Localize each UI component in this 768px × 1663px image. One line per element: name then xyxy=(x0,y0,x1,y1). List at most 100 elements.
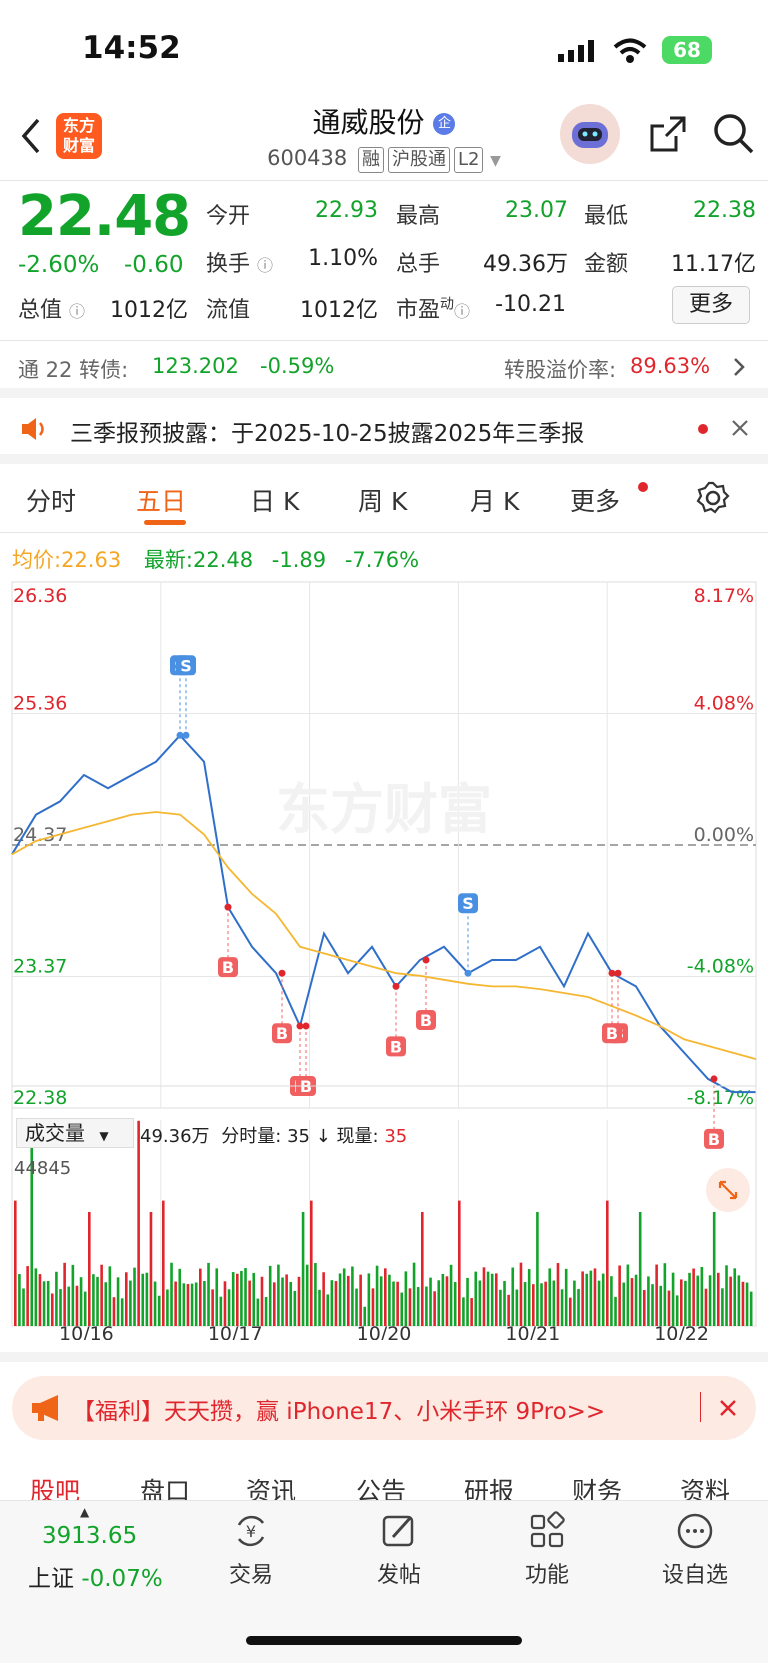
volume-bar xyxy=(433,1291,436,1326)
more-button[interactable]: 更多 xyxy=(672,286,750,324)
chevron-right-icon[interactable] xyxy=(732,356,746,382)
x-tick: 10/21 xyxy=(505,1323,560,1340)
volume-bar xyxy=(314,1263,317,1326)
marker-dot xyxy=(422,956,430,964)
x-tick: 10/22 xyxy=(654,1323,709,1340)
volume-bar xyxy=(375,1265,379,1326)
search-icon[interactable] xyxy=(712,112,756,160)
volume-bar xyxy=(708,1275,712,1326)
volume-bar xyxy=(240,1270,243,1326)
quote-divider xyxy=(0,340,768,341)
avg-label: 均价: xyxy=(12,548,62,572)
volume-bar xyxy=(79,1277,83,1326)
tab-weekly-k[interactable]: 周 K xyxy=(358,487,408,516)
volume-bar xyxy=(643,1290,646,1326)
robot-assistant-icon[interactable] xyxy=(560,104,620,164)
volume-bar xyxy=(71,1264,75,1326)
tab-daily-k[interactable]: 日 K xyxy=(250,487,300,516)
notice-text[interactable]: 三季报预披露：于2025-10-25披露2025年三季报 xyxy=(70,421,585,447)
high-label: 最高 xyxy=(396,204,441,229)
high-value: 23.07 xyxy=(505,198,568,223)
share-icon[interactable] xyxy=(648,114,688,158)
back-icon[interactable] xyxy=(20,116,42,160)
latest-label: 最新: xyxy=(143,548,193,572)
volume-summary: 49.36万 分时量: 35 ↓ 现量: 35 xyxy=(140,1122,407,1148)
volume-bar xyxy=(129,1280,132,1326)
volume-bar xyxy=(297,1276,301,1326)
turnover-label: 换手 ⓘ xyxy=(206,246,273,278)
close-icon[interactable] xyxy=(718,1398,738,1422)
volume-bar xyxy=(696,1275,700,1326)
buy-marker xyxy=(386,1036,406,1057)
index-row[interactable]: 上证 -0.07% xyxy=(28,1559,163,1593)
volume-bar xyxy=(495,1273,498,1326)
volume-bar xyxy=(540,1283,543,1326)
volume-bar xyxy=(104,1282,108,1326)
speaker-icon xyxy=(20,416,48,446)
close-icon[interactable] xyxy=(730,418,750,442)
volume-bar xyxy=(273,1282,276,1326)
settings-icon[interactable] xyxy=(696,481,730,519)
dock-trade-label: 交易 xyxy=(228,1563,273,1588)
tab-more-dot xyxy=(638,482,648,492)
header-divider xyxy=(0,180,768,181)
volume-bar xyxy=(692,1268,695,1326)
volume-bar xyxy=(153,1281,157,1326)
expand-icon[interactable] xyxy=(706,1168,750,1212)
volume-bar xyxy=(626,1264,630,1326)
pe-sup: 动 xyxy=(440,296,455,313)
chevron-down-icon: ▼ xyxy=(490,153,501,169)
dock-watchlist[interactable]: 设自选 xyxy=(640,1511,750,1589)
avg-value: 22.63 xyxy=(61,548,122,572)
volume-bar xyxy=(392,1281,395,1326)
volume-bar xyxy=(83,1291,87,1326)
buy-marker xyxy=(416,1009,436,1030)
volume-bar xyxy=(388,1274,391,1326)
dock-trade[interactable]: ¥ 交易 xyxy=(196,1511,306,1589)
volume-bar xyxy=(482,1267,486,1326)
volume-bar xyxy=(178,1268,182,1326)
dock-functions[interactable]: 功能 xyxy=(492,1511,602,1589)
volume-bar xyxy=(712,1212,716,1326)
pe-value: -10.21 xyxy=(495,292,566,317)
volume-bar xyxy=(564,1268,568,1326)
info-icon[interactable]: ⓘ xyxy=(69,302,86,321)
tab-more[interactable]: 更多 xyxy=(570,487,621,516)
volume-bar xyxy=(688,1272,691,1326)
index-value[interactable]: 3913.65 xyxy=(42,1523,138,1549)
now-volume: 35 xyxy=(384,1126,408,1147)
volume-bar xyxy=(268,1265,272,1326)
more-circle-icon xyxy=(677,1513,713,1549)
marker-dot xyxy=(608,969,616,977)
tabs-divider xyxy=(0,532,768,533)
volume-bar xyxy=(527,1269,531,1326)
volume-bar xyxy=(244,1268,247,1326)
wifi-icon xyxy=(613,38,647,68)
indicator-select[interactable]: 成交量 ▼ xyxy=(16,1118,134,1148)
stock-meta[interactable]: 600438 融沪股通 L2 ▼ xyxy=(0,146,768,173)
amount-label: 金额 xyxy=(584,252,629,277)
five-day-chart[interactable]: 26.3625.3624.3723.3722.388.17%4.08%0.00%… xyxy=(0,570,768,1340)
bond-label: 通 22 转债: xyxy=(18,358,129,382)
section-gap xyxy=(0,454,768,464)
promo-banner[interactable]: 【福利】天天攒，赢 iPhone17、小米手环 9Pro>> xyxy=(12,1376,756,1440)
volume-bar xyxy=(248,1280,251,1326)
volume-bar xyxy=(166,1289,169,1326)
marker-dot xyxy=(182,731,190,739)
volume-bar xyxy=(342,1268,346,1326)
tab-intraday[interactable]: 分时 xyxy=(26,487,77,516)
volume-bar xyxy=(281,1277,284,1326)
tab-monthly-k[interactable]: 月 K xyxy=(470,487,520,516)
info-icon[interactable]: ⓘ xyxy=(257,256,274,275)
volume-bar xyxy=(499,1289,502,1326)
volume-bar xyxy=(42,1281,46,1326)
volume-bar xyxy=(733,1268,737,1326)
volume-bar xyxy=(416,1287,420,1326)
volume-bar xyxy=(203,1281,206,1326)
dock-post[interactable]: 发帖 xyxy=(344,1511,454,1589)
info-icon[interactable]: ⓘ xyxy=(454,302,471,321)
volume-bar xyxy=(301,1212,305,1326)
tab-five-day[interactable]: 五日 xyxy=(136,487,187,516)
volume-bar xyxy=(721,1288,724,1326)
y-left-tick: 22.38 xyxy=(13,1087,67,1109)
